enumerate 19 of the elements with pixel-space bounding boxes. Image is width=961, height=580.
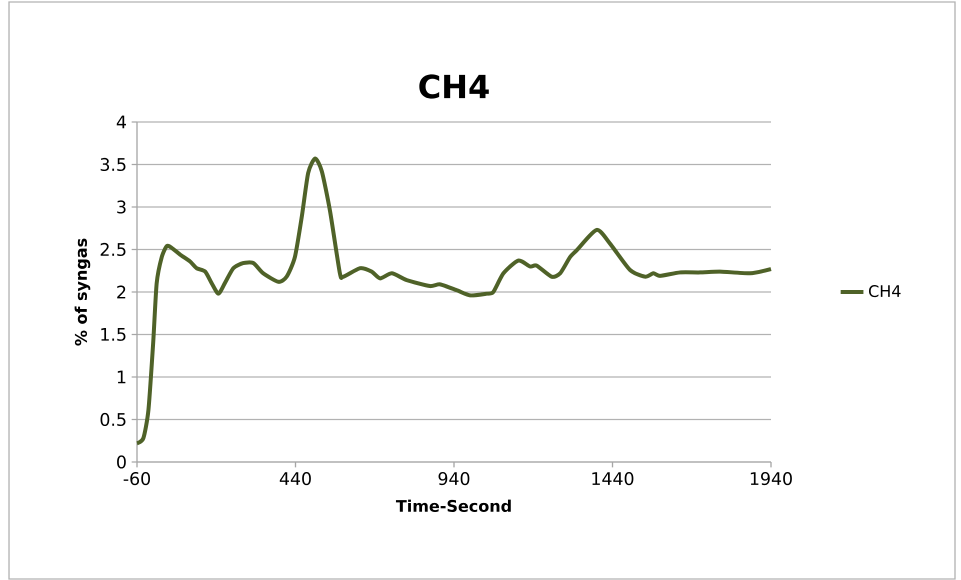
legend-label: CH4 — [869, 285, 901, 298]
y-tick-label: 3.5 — [100, 158, 126, 172]
x-tick-label: -60 — [124, 472, 150, 486]
x-axis-title: Time-Second — [396, 500, 511, 512]
line-series — [135, 156, 773, 446]
y-tick-label: 3 — [117, 200, 126, 214]
y-tick-label: 2 — [117, 286, 126, 298]
x-tick-label: 1440 — [592, 472, 634, 486]
y-tick-label: 4 — [116, 116, 126, 128]
x-tick-label: 1940 — [750, 472, 792, 486]
y-tick-label: 2.5 — [100, 242, 126, 256]
chart-title: CH4 — [419, 74, 489, 99]
y-tick-label: 1 — [118, 370, 126, 384]
y-tick-label: 0 — [117, 455, 126, 469]
x-tick-label: 940 — [438, 472, 470, 486]
y-tick-label: 0.5 — [100, 412, 126, 426]
x-tick-label: 440 — [280, 472, 311, 486]
y-axis-title: % of syngas — [74, 238, 90, 346]
y-tick-label: 1.5 — [101, 328, 126, 341]
